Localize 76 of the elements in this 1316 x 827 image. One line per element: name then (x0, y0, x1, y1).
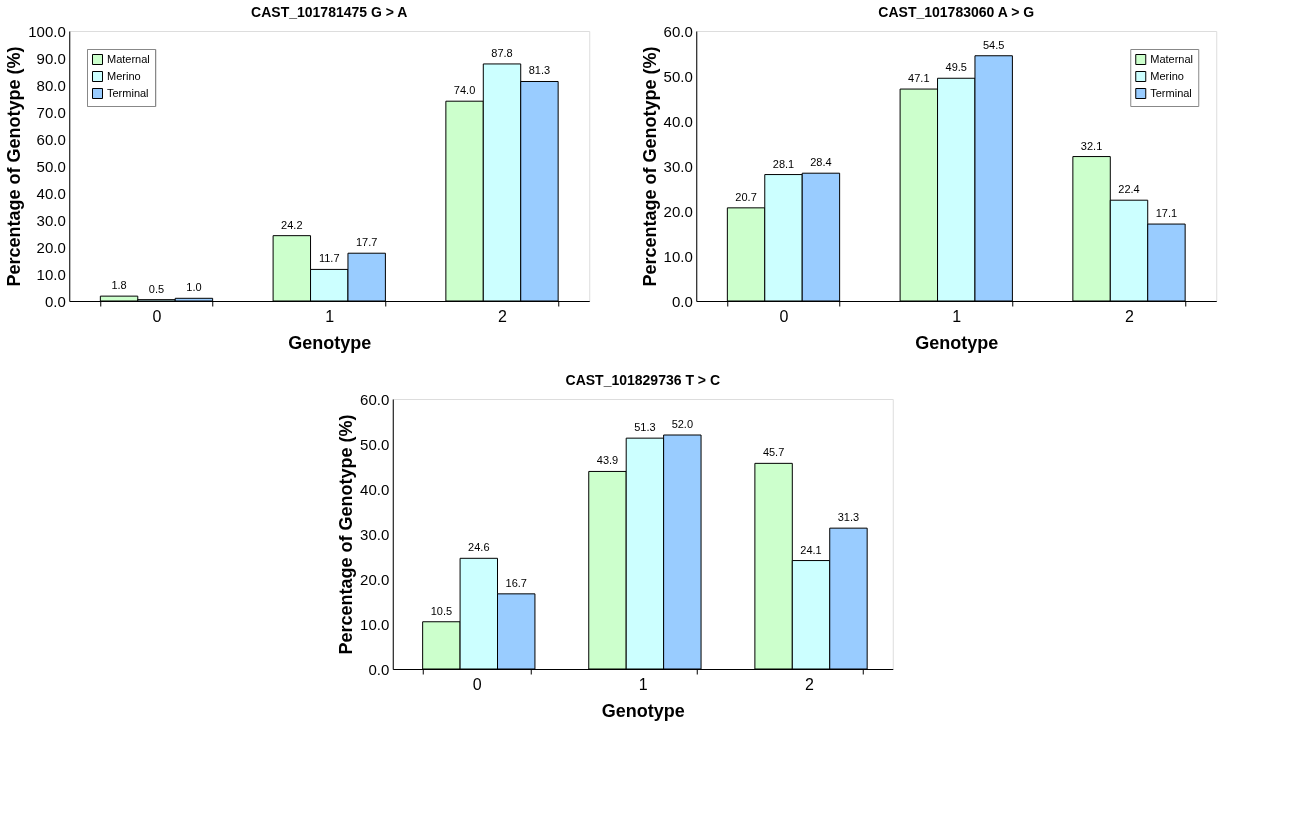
y-axis-title: Percentage of Genotype (%) (4, 46, 25, 287)
y-axis-title: Percentage of Genotype (%) (336, 414, 357, 655)
y-tick-label: 40.0 (36, 184, 66, 202)
y-tick-label: 30.0 (360, 525, 390, 543)
legend-label: Terminal (1150, 86, 1192, 99)
y-tick-label: 50.0 (663, 67, 693, 85)
y-tick-label: 10.0 (36, 265, 66, 283)
chart-title: CAST_101781475 G > A (251, 4, 408, 20)
y-tick-label: 0.0 (671, 292, 693, 310)
x-tick-label: 2 (804, 675, 814, 693)
y-tick-label: 10.0 (663, 247, 693, 265)
y-tick-label: 70.0 (36, 103, 66, 121)
data-label: 31.3 (837, 511, 860, 524)
x-axis-title: Genotype (915, 332, 999, 353)
data-label: 87.8 (491, 46, 513, 59)
data-label: 10.5 (430, 604, 453, 617)
y-tick-label: 40.0 (360, 480, 390, 498)
y-tick-label: 30.0 (36, 211, 66, 229)
legend-label: Maternal (107, 52, 150, 65)
legend-label: Merino (107, 69, 141, 82)
y-tick-label: 0.0 (368, 660, 390, 678)
data-label: 52.0 (671, 418, 694, 430)
data-label: 1.8 (111, 279, 127, 292)
data-label: 17.7 (355, 236, 378, 249)
y-tick-label: 60.0 (36, 130, 66, 148)
data-label: 45.7 (762, 446, 785, 459)
x-tick-label: 2 (498, 307, 508, 325)
y-tick-label: 0.0 (44, 292, 66, 310)
y-tick-label: 20.0 (36, 238, 66, 256)
y-tick-label: 60.0 (360, 390, 390, 408)
x-axis-title: Genotype (601, 700, 685, 721)
data-label: 51.3 (634, 421, 656, 434)
data-label: 16.7 (505, 576, 527, 589)
data-label: 54.5 (982, 38, 1005, 51)
data-label: 28.1 (772, 157, 795, 170)
data-label: 0.5 (148, 282, 165, 295)
y-tick-label: 30.0 (663, 157, 693, 175)
legend-label: Terminal (107, 86, 149, 99)
x-tick-label: 2 (1125, 307, 1135, 325)
data-label: 24.2 (281, 218, 303, 231)
x-tick-label: 0 (472, 675, 482, 693)
data-label: 81.3 (528, 64, 551, 77)
legend-label: Maternal (1150, 52, 1194, 65)
legend-label: Merino (1150, 69, 1184, 82)
x-tick-label: 1 (638, 675, 648, 693)
data-label: 24.6 (468, 541, 490, 554)
data-label: 24.1 (800, 543, 822, 556)
x-tick-label: 1 (952, 307, 962, 325)
data-label: 74.0 (453, 84, 476, 97)
data-label: 47.1 (908, 72, 930, 85)
data-label: 22.4 (1118, 183, 1140, 196)
y-tick-label: 10.0 (360, 615, 390, 633)
data-label: 49.5 (945, 61, 967, 74)
x-tick-label: 0 (779, 307, 789, 325)
chart-title: CAST_101829736 T > C (565, 372, 720, 388)
x-tick-label: 1 (325, 307, 335, 325)
y-axis-title: Percentage of Genotype (%) (639, 46, 660, 287)
data-label: 17.1 (1155, 207, 1178, 220)
chart-title: CAST_101783060 A > G (878, 4, 1035, 20)
y-tick-label: 60.0 (663, 22, 693, 40)
data-label: 43.9 (596, 454, 619, 467)
y-tick-label: 100.0 (28, 22, 66, 40)
y-tick-label: 90.0 (36, 49, 66, 67)
y-tick-label: 50.0 (36, 157, 66, 175)
data-label: 28.4 (810, 156, 832, 169)
data-label: 11.7 (318, 252, 340, 265)
y-tick-label: 20.0 (663, 202, 693, 220)
y-tick-label: 80.0 (36, 76, 66, 94)
x-axis-title: Genotype (288, 332, 372, 353)
data-label: 32.1 (1080, 139, 1103, 152)
data-label: 1.0 (186, 281, 202, 294)
data-label: 20.7 (735, 190, 757, 203)
y-tick-label: 40.0 (663, 112, 693, 130)
y-tick-label: 50.0 (360, 435, 390, 453)
x-tick-label: 0 (152, 307, 162, 325)
y-tick-label: 20.0 (360, 570, 390, 588)
